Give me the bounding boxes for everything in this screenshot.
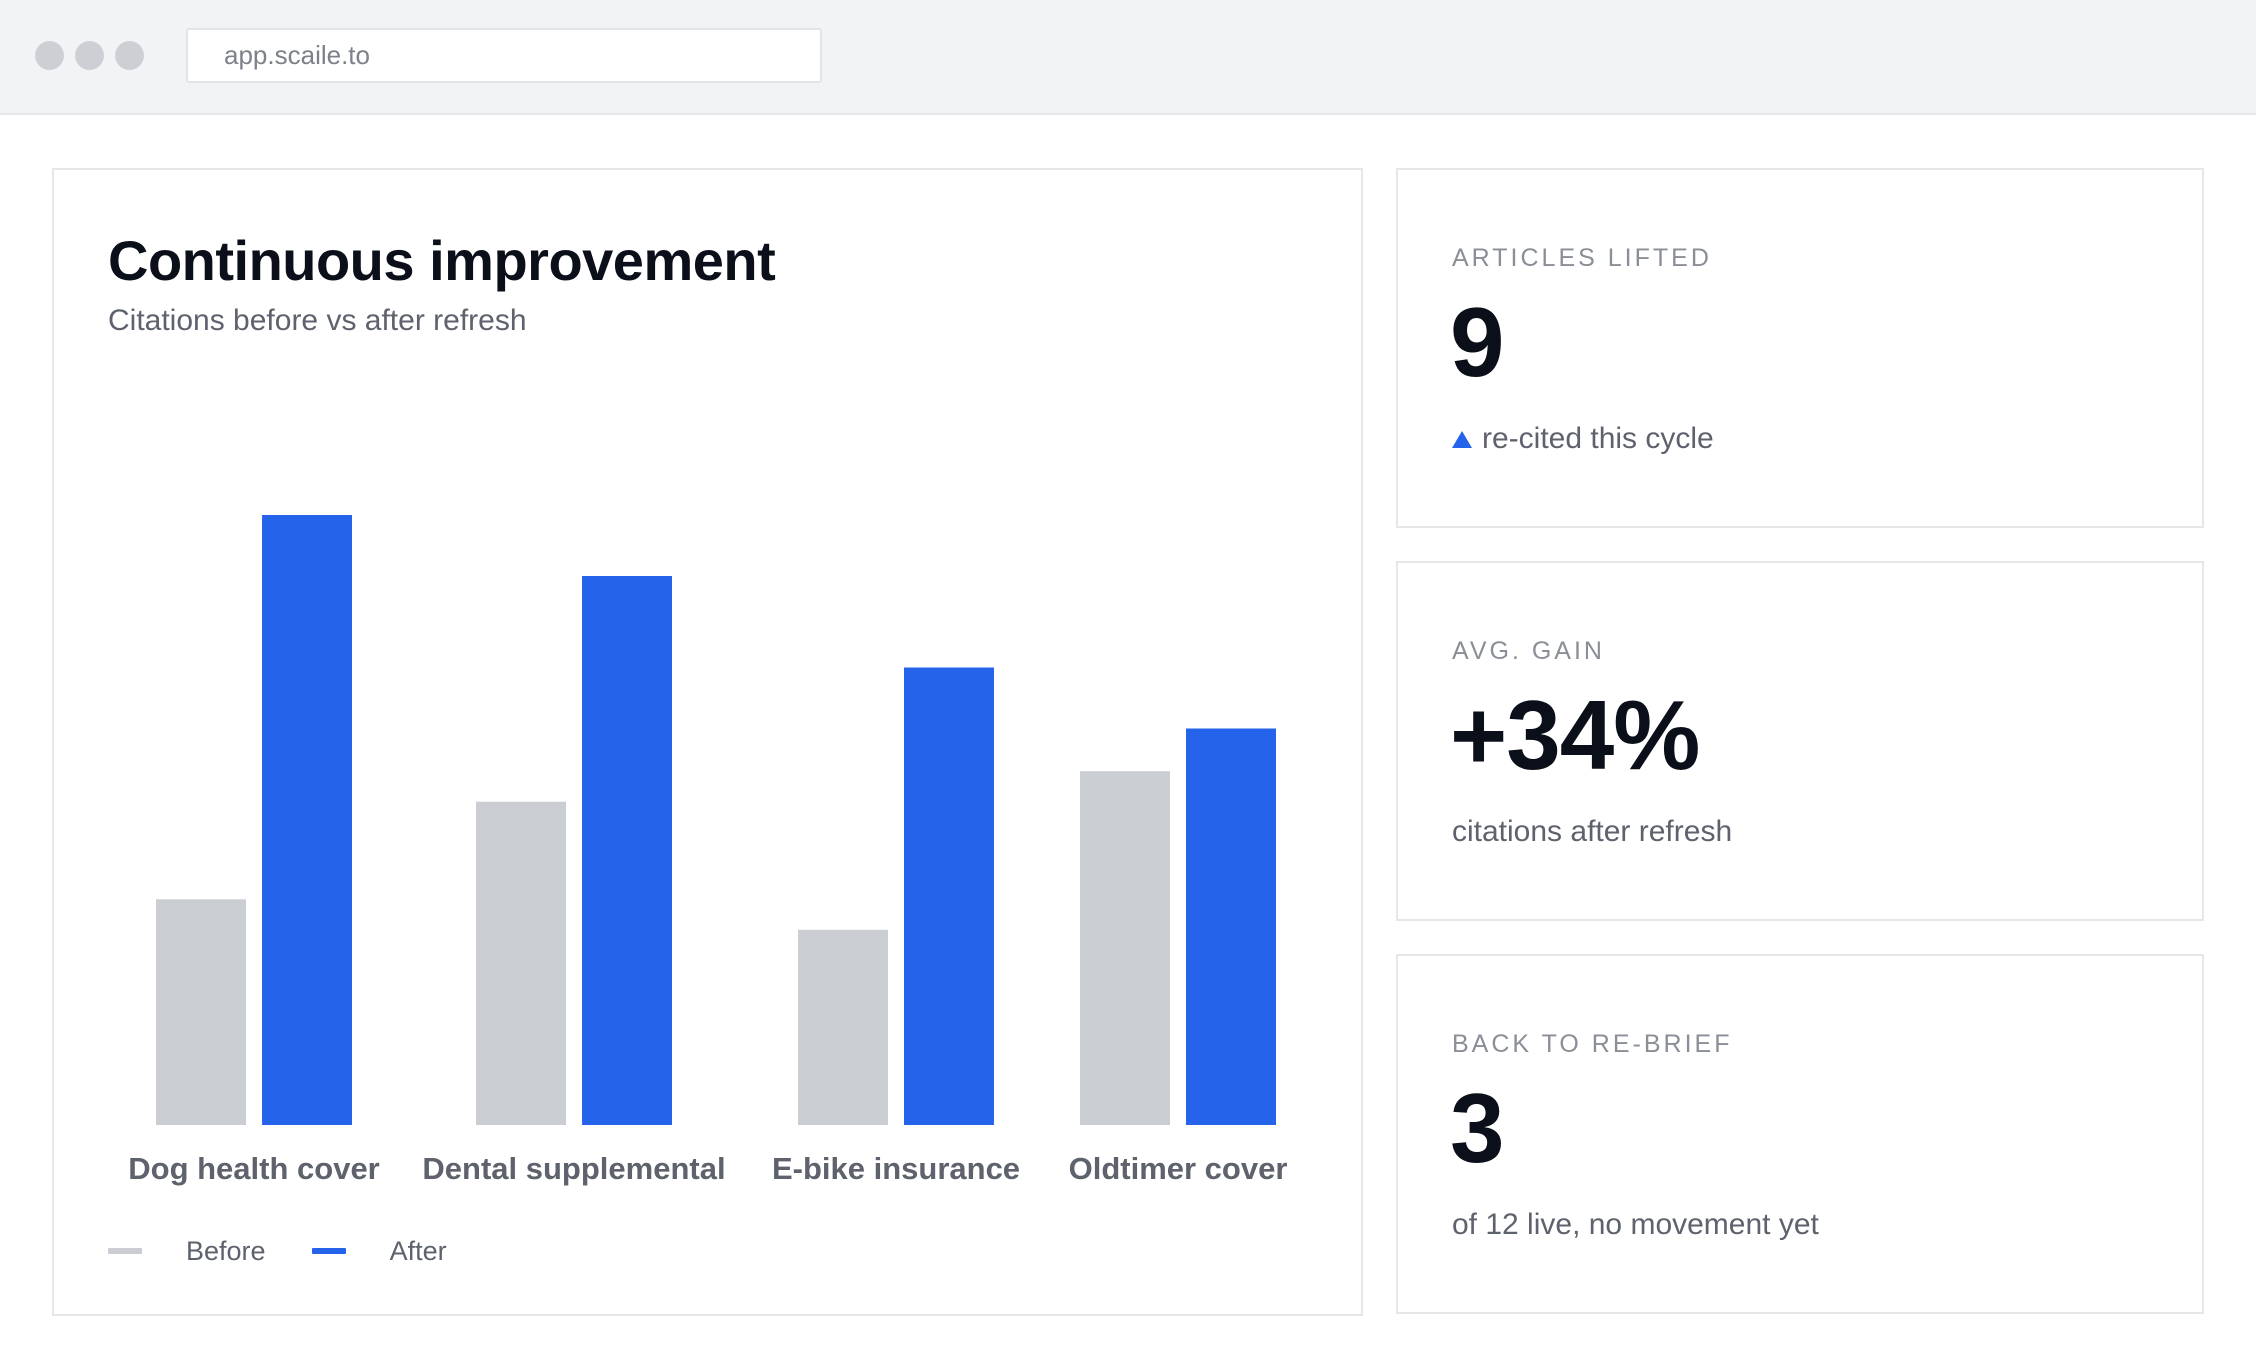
triangle-up-icon bbox=[1452, 430, 1472, 448]
x-tick-label: Oldtimer cover bbox=[1069, 1151, 1288, 1186]
stat-label: AVG. GAIN bbox=[1452, 637, 1605, 665]
bar-chart: Dog health cover Dental supplemental E-bik… bbox=[128, 515, 1288, 1186]
x-tick-label: Dog health cover bbox=[128, 1151, 380, 1186]
stat-card-avg-gain: AVG. GAIN +34% citations after refresh bbox=[1396, 561, 2204, 921]
bar-before-oldtimer-cover bbox=[1080, 771, 1170, 1125]
chart-card: Continuous improvement Citations before … bbox=[52, 168, 1363, 1316]
window-minimize-dot[interactable] bbox=[75, 41, 104, 70]
legend-item-after: After bbox=[311, 1235, 447, 1267]
stat-caption: citations after refresh bbox=[1452, 815, 1732, 849]
stat-card-back-to-rebrief: BACK TO RE-BRIEF 3 of 12 live, no moveme… bbox=[1396, 954, 2204, 1314]
legend-swatch-before bbox=[108, 1248, 142, 1254]
stat-label: ARTICLES LIFTED bbox=[1452, 244, 1712, 272]
chart-legend: Before After bbox=[108, 1231, 447, 1271]
address-bar-url: app.scaile.to bbox=[224, 40, 370, 70]
bar-before-dental-supplemental bbox=[476, 801, 566, 1125]
chart-subtitle: Citations before vs after refresh bbox=[108, 304, 527, 337]
address-bar[interactable]: app.scaile.to bbox=[186, 28, 822, 83]
legend-label-after: After bbox=[389, 1235, 447, 1266]
browser-toolbar: app.scaile.to bbox=[0, 0, 2256, 115]
x-tick-label: E-bike insurance bbox=[772, 1151, 1020, 1186]
bar-after-e-bike-insurance bbox=[904, 667, 994, 1125]
stat-caption-text: re-cited this cycle bbox=[1482, 422, 1714, 455]
bar-after-dog-health-cover bbox=[262, 515, 352, 1125]
stat-caption: re-cited this cycle bbox=[1452, 422, 1714, 456]
window-maximize-dot[interactable] bbox=[115, 41, 144, 70]
stat-caption: of 12 live, no movement yet bbox=[1452, 1208, 1819, 1242]
legend-item-before: Before bbox=[108, 1236, 266, 1267]
bar-after-oldtimer-cover bbox=[1186, 728, 1276, 1125]
bar-before-dog-health-cover bbox=[156, 899, 246, 1125]
stat-caption-text: of 12 live, no movement yet bbox=[1452, 1208, 1819, 1241]
x-tick-label: Dental supplemental bbox=[422, 1151, 725, 1186]
stat-value: +34% bbox=[1450, 680, 1700, 790]
stat-value: 9 bbox=[1450, 287, 1505, 397]
bar-before-e-bike-insurance bbox=[798, 929, 888, 1125]
stat-label: BACK TO RE-BRIEF bbox=[1452, 1030, 1733, 1058]
bar-after-dental-supplemental bbox=[582, 576, 672, 1125]
legend-swatch-after bbox=[311, 1248, 346, 1254]
legend-label-before: Before bbox=[186, 1235, 266, 1266]
stat-card-articles-lifted: ARTICLES LIFTED 9 re-cited this cycle bbox=[1396, 168, 2204, 528]
stat-value: 3 bbox=[1450, 1073, 1505, 1183]
window-close-dot[interactable] bbox=[35, 41, 64, 70]
chart-title: Continuous improvement bbox=[108, 229, 776, 292]
stat-caption-text: citations after refresh bbox=[1452, 815, 1733, 848]
